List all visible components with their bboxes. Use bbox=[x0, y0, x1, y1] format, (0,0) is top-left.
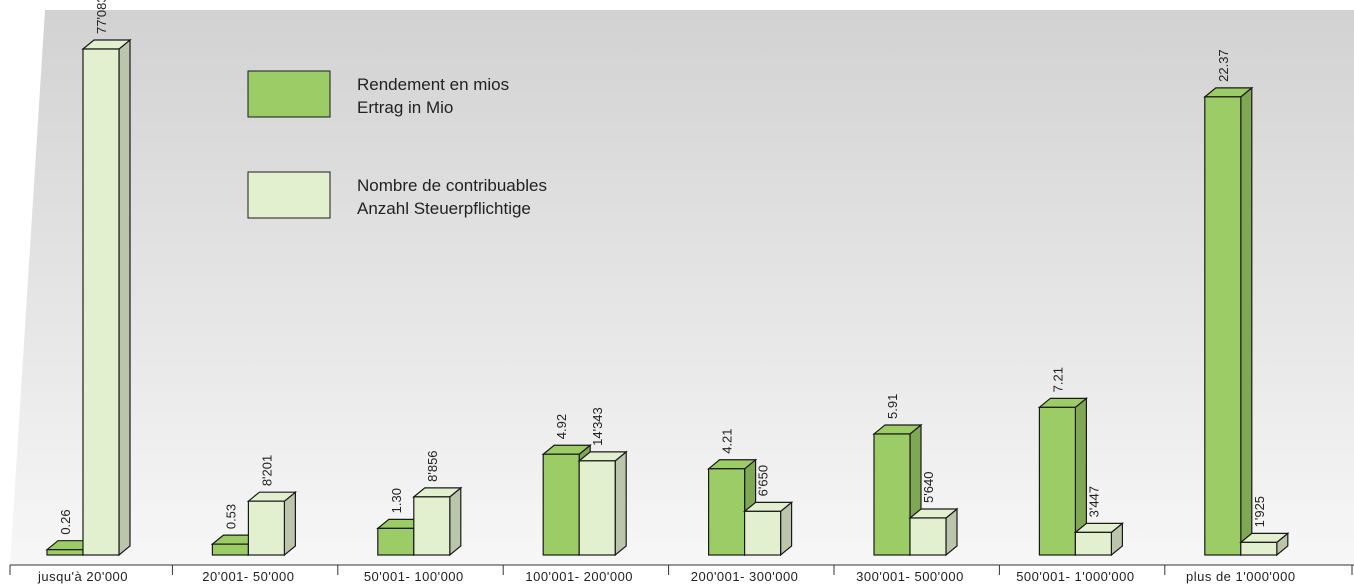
x-axis: jusqu'à 20'000 20'001- 50'000 50'001- 100'… bbox=[9, 564, 1354, 584]
value-label: 77'083 bbox=[94, 0, 109, 34]
bar-side-face bbox=[283, 490, 296, 557]
bar-front-face bbox=[578, 460, 616, 556]
bars-group: 0.26 77'083 0.53 8'201 1.30 8'856 4.92 14'343 4.… bbox=[45, 0, 1290, 557]
bar-front-face bbox=[1074, 531, 1113, 556]
legend-label-contribuables-line1: Nombre de contribuables bbox=[357, 176, 547, 195]
bar-front-face bbox=[909, 517, 947, 556]
bar-front-face bbox=[377, 527, 415, 556]
value-label: 3'447 bbox=[1086, 486, 1101, 517]
bar-front-face bbox=[707, 468, 746, 556]
value-label: 5'640 bbox=[921, 472, 936, 503]
category-label: 20'001- 50'000 bbox=[202, 569, 294, 584]
bar-side-face bbox=[449, 486, 462, 557]
bar-contribuables-2: 8'856 bbox=[412, 450, 463, 557]
bar-contribuables-5: 5'640 bbox=[908, 472, 959, 557]
legend: Rendement en mios Ertrag in Mio Nombre d… bbox=[247, 70, 547, 219]
bar-side-face bbox=[118, 38, 131, 557]
chart-background bbox=[10, 10, 1354, 565]
value-label: 14'343 bbox=[590, 407, 605, 446]
bar-front-face bbox=[542, 453, 580, 556]
category-label: 500'001- 1'000'000 bbox=[1016, 569, 1134, 584]
bar-front-face bbox=[211, 543, 249, 556]
category-label: 50'001- 100'000 bbox=[364, 569, 464, 584]
bar-front-face bbox=[413, 496, 451, 556]
value-label: 8'201 bbox=[259, 455, 274, 486]
value-label: 8'856 bbox=[425, 450, 440, 481]
legend-swatch-rendement bbox=[247, 70, 331, 118]
legend-swatch-contribuables bbox=[247, 171, 331, 219]
legend-label-rendement-line1: Rendement en mios bbox=[357, 75, 509, 94]
value-label: 7.21 bbox=[1050, 367, 1065, 392]
value-label: 5.91 bbox=[885, 394, 900, 419]
category-label: plus de 1'000'000 bbox=[1186, 569, 1296, 584]
value-label: 1'925 bbox=[1252, 496, 1267, 527]
legend-label-contribuables-line2: Anzahl Steuerpflichtige bbox=[357, 199, 531, 218]
bar-side-face bbox=[614, 450, 627, 557]
bar-front-face bbox=[873, 433, 911, 556]
bar-contribuables-3: 14'343 bbox=[577, 407, 628, 557]
bar-front-face bbox=[247, 500, 285, 556]
value-label: 6'650 bbox=[756, 465, 771, 496]
legend-label-rendement-line2: Ertrag in Mio bbox=[357, 98, 453, 117]
value-label: 22.37 bbox=[1216, 49, 1231, 82]
bar-front-face bbox=[1204, 96, 1242, 556]
value-label: 1.30 bbox=[389, 488, 404, 513]
category-label: 300'001- 500'000 bbox=[856, 569, 964, 584]
bar-contribuables-0: 77'083 bbox=[81, 0, 132, 557]
bar-front-face bbox=[1240, 541, 1278, 556]
bar-front-face bbox=[46, 549, 84, 556]
bar-front-face bbox=[743, 510, 782, 556]
bar-front-face bbox=[1038, 406, 1077, 556]
bar-contribuables-7: 1'925 bbox=[1239, 496, 1290, 557]
bar-front-face bbox=[82, 48, 120, 556]
bar-contribuables-1: 8'201 bbox=[246, 455, 298, 557]
bar-contribuables-4: 6'650 bbox=[742, 465, 794, 557]
bar-contribuables-6: 3'447 bbox=[1073, 486, 1125, 557]
value-label: 4.21 bbox=[720, 428, 735, 453]
value-label: 4.92 bbox=[554, 414, 569, 439]
category-label: 200'001- 300'000 bbox=[691, 569, 799, 584]
value-label: 0.26 bbox=[58, 509, 73, 534]
bar-side-face bbox=[1240, 86, 1253, 557]
category-label: jusqu'à 20'000 bbox=[37, 569, 128, 584]
bar-rendement-7: 22.37 bbox=[1203, 49, 1254, 557]
value-label: 0.53 bbox=[223, 504, 238, 529]
category-label: 100'001- 200'000 bbox=[525, 569, 633, 584]
